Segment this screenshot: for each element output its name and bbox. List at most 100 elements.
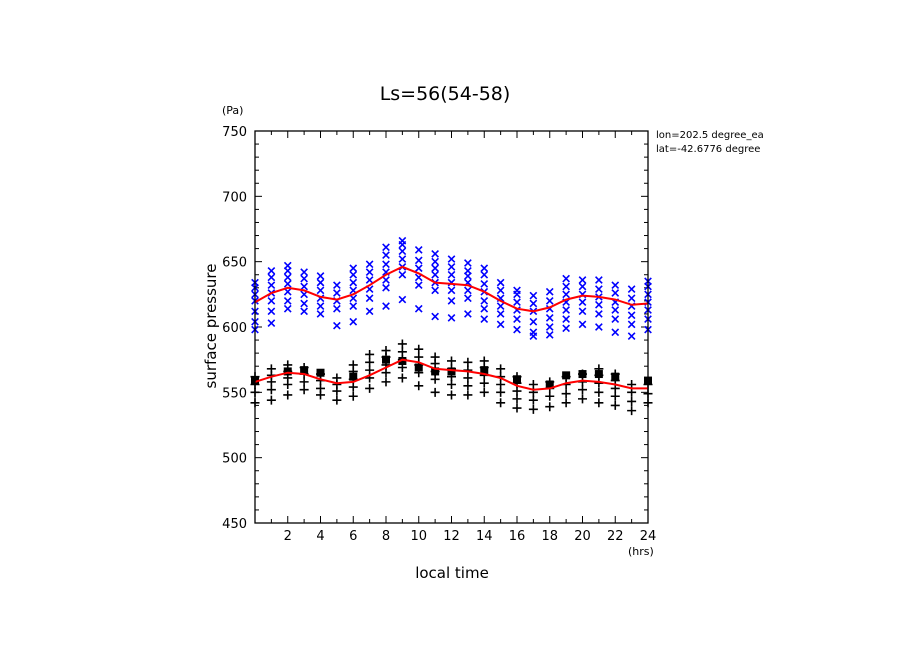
x-tick-label: 10 <box>410 529 427 544</box>
data-point-x <box>578 282 587 291</box>
data-point-plus <box>365 365 375 375</box>
x-tick-label: 16 <box>509 529 526 544</box>
y-tick-label: 450 <box>222 517 247 532</box>
data-point-square <box>594 370 603 379</box>
data-point-plus <box>397 347 407 357</box>
data-point-x <box>611 315 620 324</box>
data-point-plus <box>414 381 424 391</box>
data-point-x <box>349 264 358 273</box>
data-point-square <box>545 380 554 389</box>
data-point-plus <box>283 390 293 400</box>
data-point-x <box>283 273 292 282</box>
data-point-x <box>562 282 570 291</box>
data-point-square <box>611 372 620 381</box>
data-point-plus <box>414 352 424 362</box>
data-point-plus <box>299 377 309 387</box>
data-point-x <box>529 299 538 308</box>
data-point-x <box>316 310 325 318</box>
data-point-x <box>529 328 538 337</box>
x-tick-label: 24 <box>640 529 657 544</box>
data-point-plus <box>381 368 391 378</box>
x-axis-label: local time <box>415 564 489 582</box>
data-point-square <box>578 370 587 379</box>
data-point-square <box>349 372 358 381</box>
data-point-plus <box>381 346 391 356</box>
data-point-x <box>611 281 620 290</box>
data-point-plus <box>365 357 375 367</box>
data-point-x <box>578 276 587 284</box>
data-point-plus <box>266 364 276 374</box>
data-point-x <box>349 302 358 310</box>
data-point-x <box>464 286 472 295</box>
data-point-plus <box>496 364 506 374</box>
data-point-x <box>382 276 390 284</box>
data-point-plus <box>348 382 358 392</box>
data-point-square <box>513 375 521 384</box>
data-point-x <box>447 286 456 295</box>
data-point-x <box>611 289 620 297</box>
data-point-plus <box>578 385 587 395</box>
data-point-plus <box>365 383 375 393</box>
data-point-plus <box>463 365 473 375</box>
data-point-x <box>267 266 276 275</box>
data-point-x <box>333 281 341 290</box>
x-tick-label: 2 <box>284 529 292 544</box>
data-point-plus <box>463 381 473 391</box>
data-point-x <box>562 290 570 299</box>
y-tick-label: 700 <box>222 190 247 205</box>
data-point-x <box>611 306 620 314</box>
data-point-plus <box>528 395 538 405</box>
data-point-x <box>431 249 439 258</box>
data-point-plus <box>430 352 440 362</box>
x-tick-label: 4 <box>316 529 324 544</box>
data-point-x <box>267 297 276 305</box>
data-point-plus <box>512 403 522 413</box>
data-point-plus <box>496 379 506 389</box>
data-point-x <box>398 270 407 279</box>
data-point-x <box>365 307 374 316</box>
data-point-x <box>529 291 538 300</box>
data-point-x <box>414 304 423 313</box>
data-point-x <box>447 313 456 322</box>
data-point-plus <box>496 398 506 408</box>
data-point-square <box>300 366 309 375</box>
data-point-plus <box>561 389 571 399</box>
data-point-x <box>283 304 292 313</box>
data-point-x <box>562 274 570 283</box>
mean-curve-line <box>254 265 649 313</box>
data-point-x <box>333 289 341 297</box>
data-point-plus <box>512 394 522 404</box>
data-point-plus <box>479 378 489 388</box>
data-point-square <box>414 363 423 372</box>
data-point-x <box>545 313 554 322</box>
data-point-plus <box>381 377 391 387</box>
data-point-x <box>611 328 620 337</box>
data-point-x <box>545 330 554 339</box>
data-point-x <box>316 278 325 287</box>
data-point-x <box>300 307 308 316</box>
data-point-x <box>627 311 636 320</box>
data-point-plus <box>627 406 637 416</box>
data-point-plus <box>365 349 375 359</box>
data-point-x <box>414 256 423 265</box>
data-point-square <box>447 367 456 376</box>
data-point-x <box>414 281 423 290</box>
data-point-x <box>414 246 423 254</box>
data-point-x <box>595 285 603 293</box>
data-point-x <box>562 315 570 324</box>
data-point-square <box>316 368 325 377</box>
data-point-x <box>627 294 636 303</box>
chart-title: Ls=56(54-58) <box>380 83 511 105</box>
data-point-plus <box>545 391 555 401</box>
x-tick-label: 18 <box>541 529 558 544</box>
data-point-x <box>333 304 341 313</box>
data-point-plus <box>348 391 358 401</box>
data-point-x <box>578 298 587 307</box>
data-point-plus <box>447 390 456 400</box>
data-point-x <box>431 270 439 279</box>
data-point-plus <box>627 396 637 406</box>
data-point-x <box>595 276 603 284</box>
data-point-square <box>398 356 407 365</box>
data-point-plus <box>496 387 506 397</box>
